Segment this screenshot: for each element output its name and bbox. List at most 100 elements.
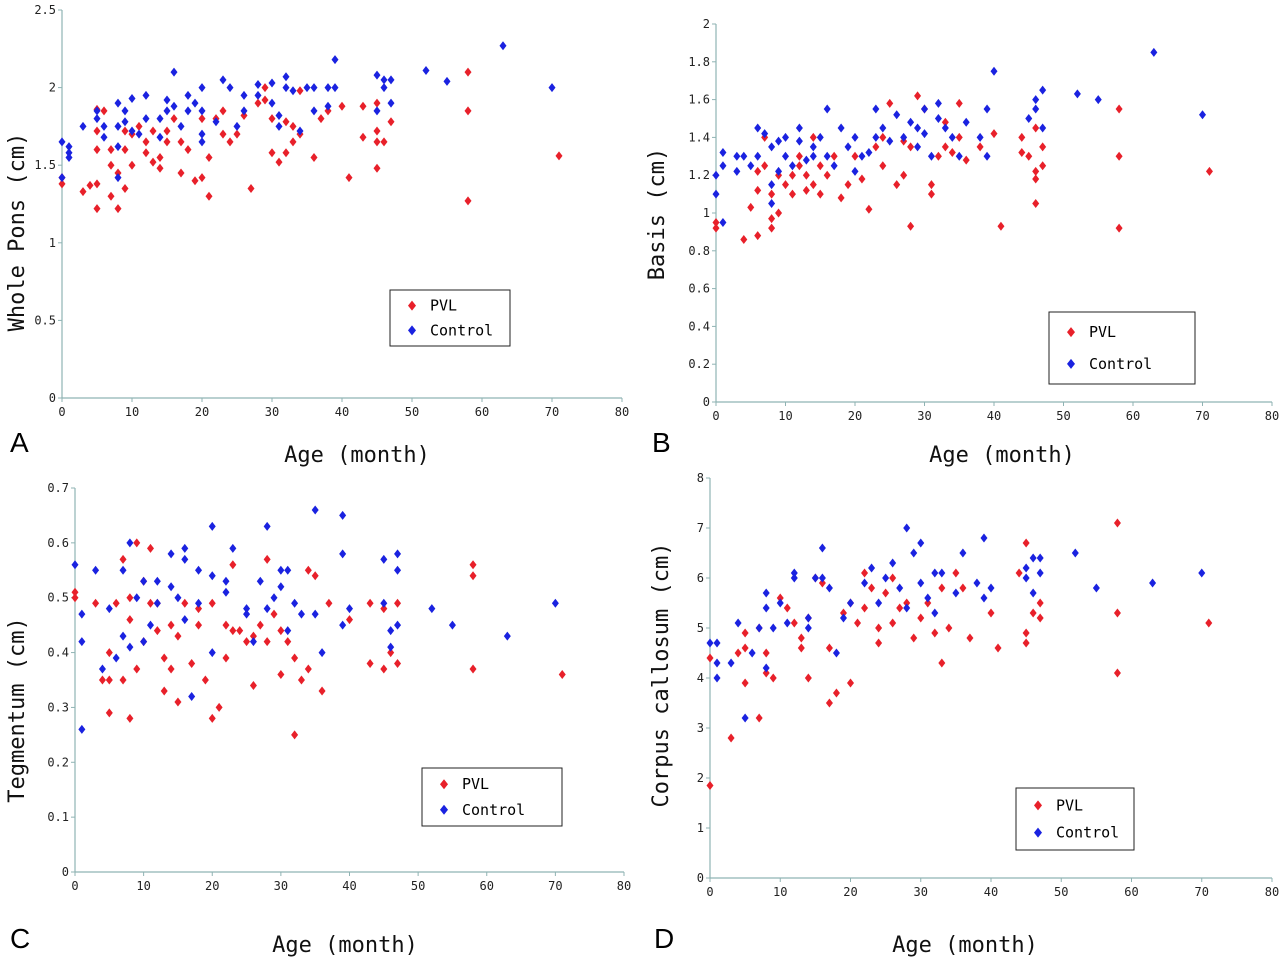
data-point-pvl: [380, 137, 388, 147]
data-point-pvl: [261, 83, 269, 93]
series-control: [712, 47, 1206, 227]
data-point-pvl: [872, 142, 880, 152]
y-tick-label: 0.2: [47, 755, 69, 769]
data-point-pvl: [931, 628, 939, 638]
y-tick-label: 0.5: [34, 313, 56, 327]
data-point-control: [768, 199, 776, 209]
data-point-pvl: [324, 106, 332, 116]
data-point-pvl: [952, 568, 960, 578]
x-tick-label: 30: [265, 405, 279, 419]
data-point-pvl: [1018, 148, 1026, 158]
data-point-control: [706, 638, 714, 648]
y-tick-label: 1.4: [688, 130, 710, 144]
data-point-control: [955, 151, 963, 161]
data-point-control: [387, 642, 395, 652]
data-point-control: [156, 114, 164, 124]
data-point-pvl: [809, 132, 817, 142]
data-point-control: [795, 136, 803, 146]
data-point-pvl: [93, 145, 101, 155]
data-point-control: [882, 573, 890, 583]
data-point-pvl: [222, 620, 230, 630]
data-point-control: [93, 114, 101, 124]
data-point-pvl: [198, 173, 206, 183]
data-point-pvl: [1036, 598, 1044, 608]
data-point-pvl: [854, 618, 862, 628]
data-point-control: [71, 560, 79, 570]
data-point-pvl: [135, 121, 143, 131]
legend-box: [1048, 311, 1196, 385]
data-point-pvl: [1032, 199, 1040, 209]
data-point-pvl: [156, 152, 164, 162]
data-point-control: [181, 615, 189, 625]
x-tick-label: 50: [411, 879, 425, 893]
data-point-pvl: [366, 659, 374, 669]
data-point-pvl: [818, 578, 826, 588]
data-point-pvl: [86, 180, 94, 190]
data-point-pvl: [816, 161, 824, 171]
data-point-pvl: [1018, 132, 1026, 142]
data-point-pvl: [373, 163, 381, 173]
data-point-control: [387, 98, 395, 108]
data-point-control: [747, 161, 755, 171]
data-point-control: [254, 79, 262, 89]
data-point-control: [811, 573, 819, 583]
data-point-pvl: [955, 132, 963, 142]
data-point-pvl: [825, 698, 833, 708]
data-point-pvl: [782, 180, 789, 190]
data-point-control: [163, 95, 171, 105]
data-point-pvl: [802, 170, 810, 180]
data-point-pvl: [790, 618, 798, 628]
data-point-pvl: [464, 106, 472, 116]
legend-label-pvl: PVL: [1089, 323, 1116, 341]
y-tick-label: 6: [697, 571, 704, 585]
y-tick-label: 0: [697, 871, 704, 885]
data-point-pvl: [107, 160, 115, 170]
data-point-pvl: [133, 664, 141, 674]
data-point-control: [941, 123, 949, 133]
data-point-control: [740, 151, 748, 161]
data-point-control: [893, 110, 901, 120]
data-point-pvl: [277, 670, 285, 680]
series-pvl: [712, 91, 1213, 244]
data-point-pvl: [380, 604, 388, 614]
data-point-pvl: [142, 148, 150, 158]
data-point-pvl: [990, 129, 998, 139]
y-tick-label: 1: [703, 206, 710, 220]
data-point-control: [78, 724, 86, 734]
data-point-pvl: [830, 151, 838, 161]
data-point-control: [126, 538, 134, 548]
data-point-pvl: [924, 598, 932, 608]
x-tick-label: 20: [843, 885, 857, 899]
data-point-control: [65, 142, 73, 152]
legend-marker-pvl: [1067, 327, 1075, 338]
data-point-pvl: [142, 137, 150, 147]
y-tick-label: 1: [49, 236, 56, 250]
panel-b-basis: 0 10 20 30 40 50 60 70 80 0 0.2 0.4 0.6 0.8 1 1.2 1.4 1.6…: [645, 17, 1279, 468]
data-point-pvl: [304, 664, 312, 674]
data-point-pvl: [170, 114, 178, 124]
y-tick-label: 0.2: [688, 357, 710, 371]
data-point-pvl: [762, 648, 770, 658]
data-point-control: [727, 658, 735, 668]
data-point-control: [140, 576, 148, 586]
data-point-control: [790, 573, 798, 583]
x-tick-label: 20: [848, 409, 862, 423]
data-point-control: [195, 598, 203, 608]
data-point-pvl: [201, 675, 209, 685]
data-point-control: [289, 86, 297, 96]
x-tick-label: 20: [195, 405, 209, 419]
data-point-pvl: [797, 633, 805, 643]
data-point-pvl: [149, 157, 157, 167]
data-point-pvl: [346, 615, 353, 625]
data-point-control: [346, 604, 353, 614]
data-point-control: [921, 129, 928, 139]
data-point-pvl: [195, 604, 203, 614]
data-point-control: [804, 623, 812, 633]
data-point-pvl: [177, 137, 185, 147]
data-point-control: [140, 637, 148, 647]
data-point-pvl: [256, 620, 264, 630]
data-point-pvl: [788, 189, 796, 199]
y-axis-title: Corpus callosum (cm): [649, 543, 674, 808]
y-tick-label: 4: [697, 671, 704, 685]
x-tick-label: 70: [545, 405, 559, 419]
